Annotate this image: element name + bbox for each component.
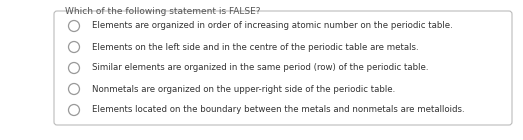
Text: Nonmetals are organized on the upper-right side of the periodic table.: Nonmetals are organized on the upper-rig… — [92, 85, 395, 94]
Circle shape — [69, 62, 79, 74]
Circle shape — [69, 41, 79, 52]
Text: Elements are organized in order of increasing atomic number on the periodic tabl: Elements are organized in order of incre… — [92, 22, 453, 31]
Circle shape — [69, 104, 79, 116]
Text: Elements on the left side and in the centre of the periodic table are metals.: Elements on the left side and in the cen… — [92, 43, 418, 52]
Text: Similar elements are organized in the same period (row) of the periodic table.: Similar elements are organized in the sa… — [92, 64, 428, 73]
Text: Elements located on the boundary between the metals and nonmetals are metalloids: Elements located on the boundary between… — [92, 106, 464, 115]
FancyBboxPatch shape — [54, 11, 512, 125]
Text: Which of the following statement is FALSE?: Which of the following statement is FALS… — [65, 7, 260, 16]
Circle shape — [69, 20, 79, 32]
Circle shape — [69, 83, 79, 94]
